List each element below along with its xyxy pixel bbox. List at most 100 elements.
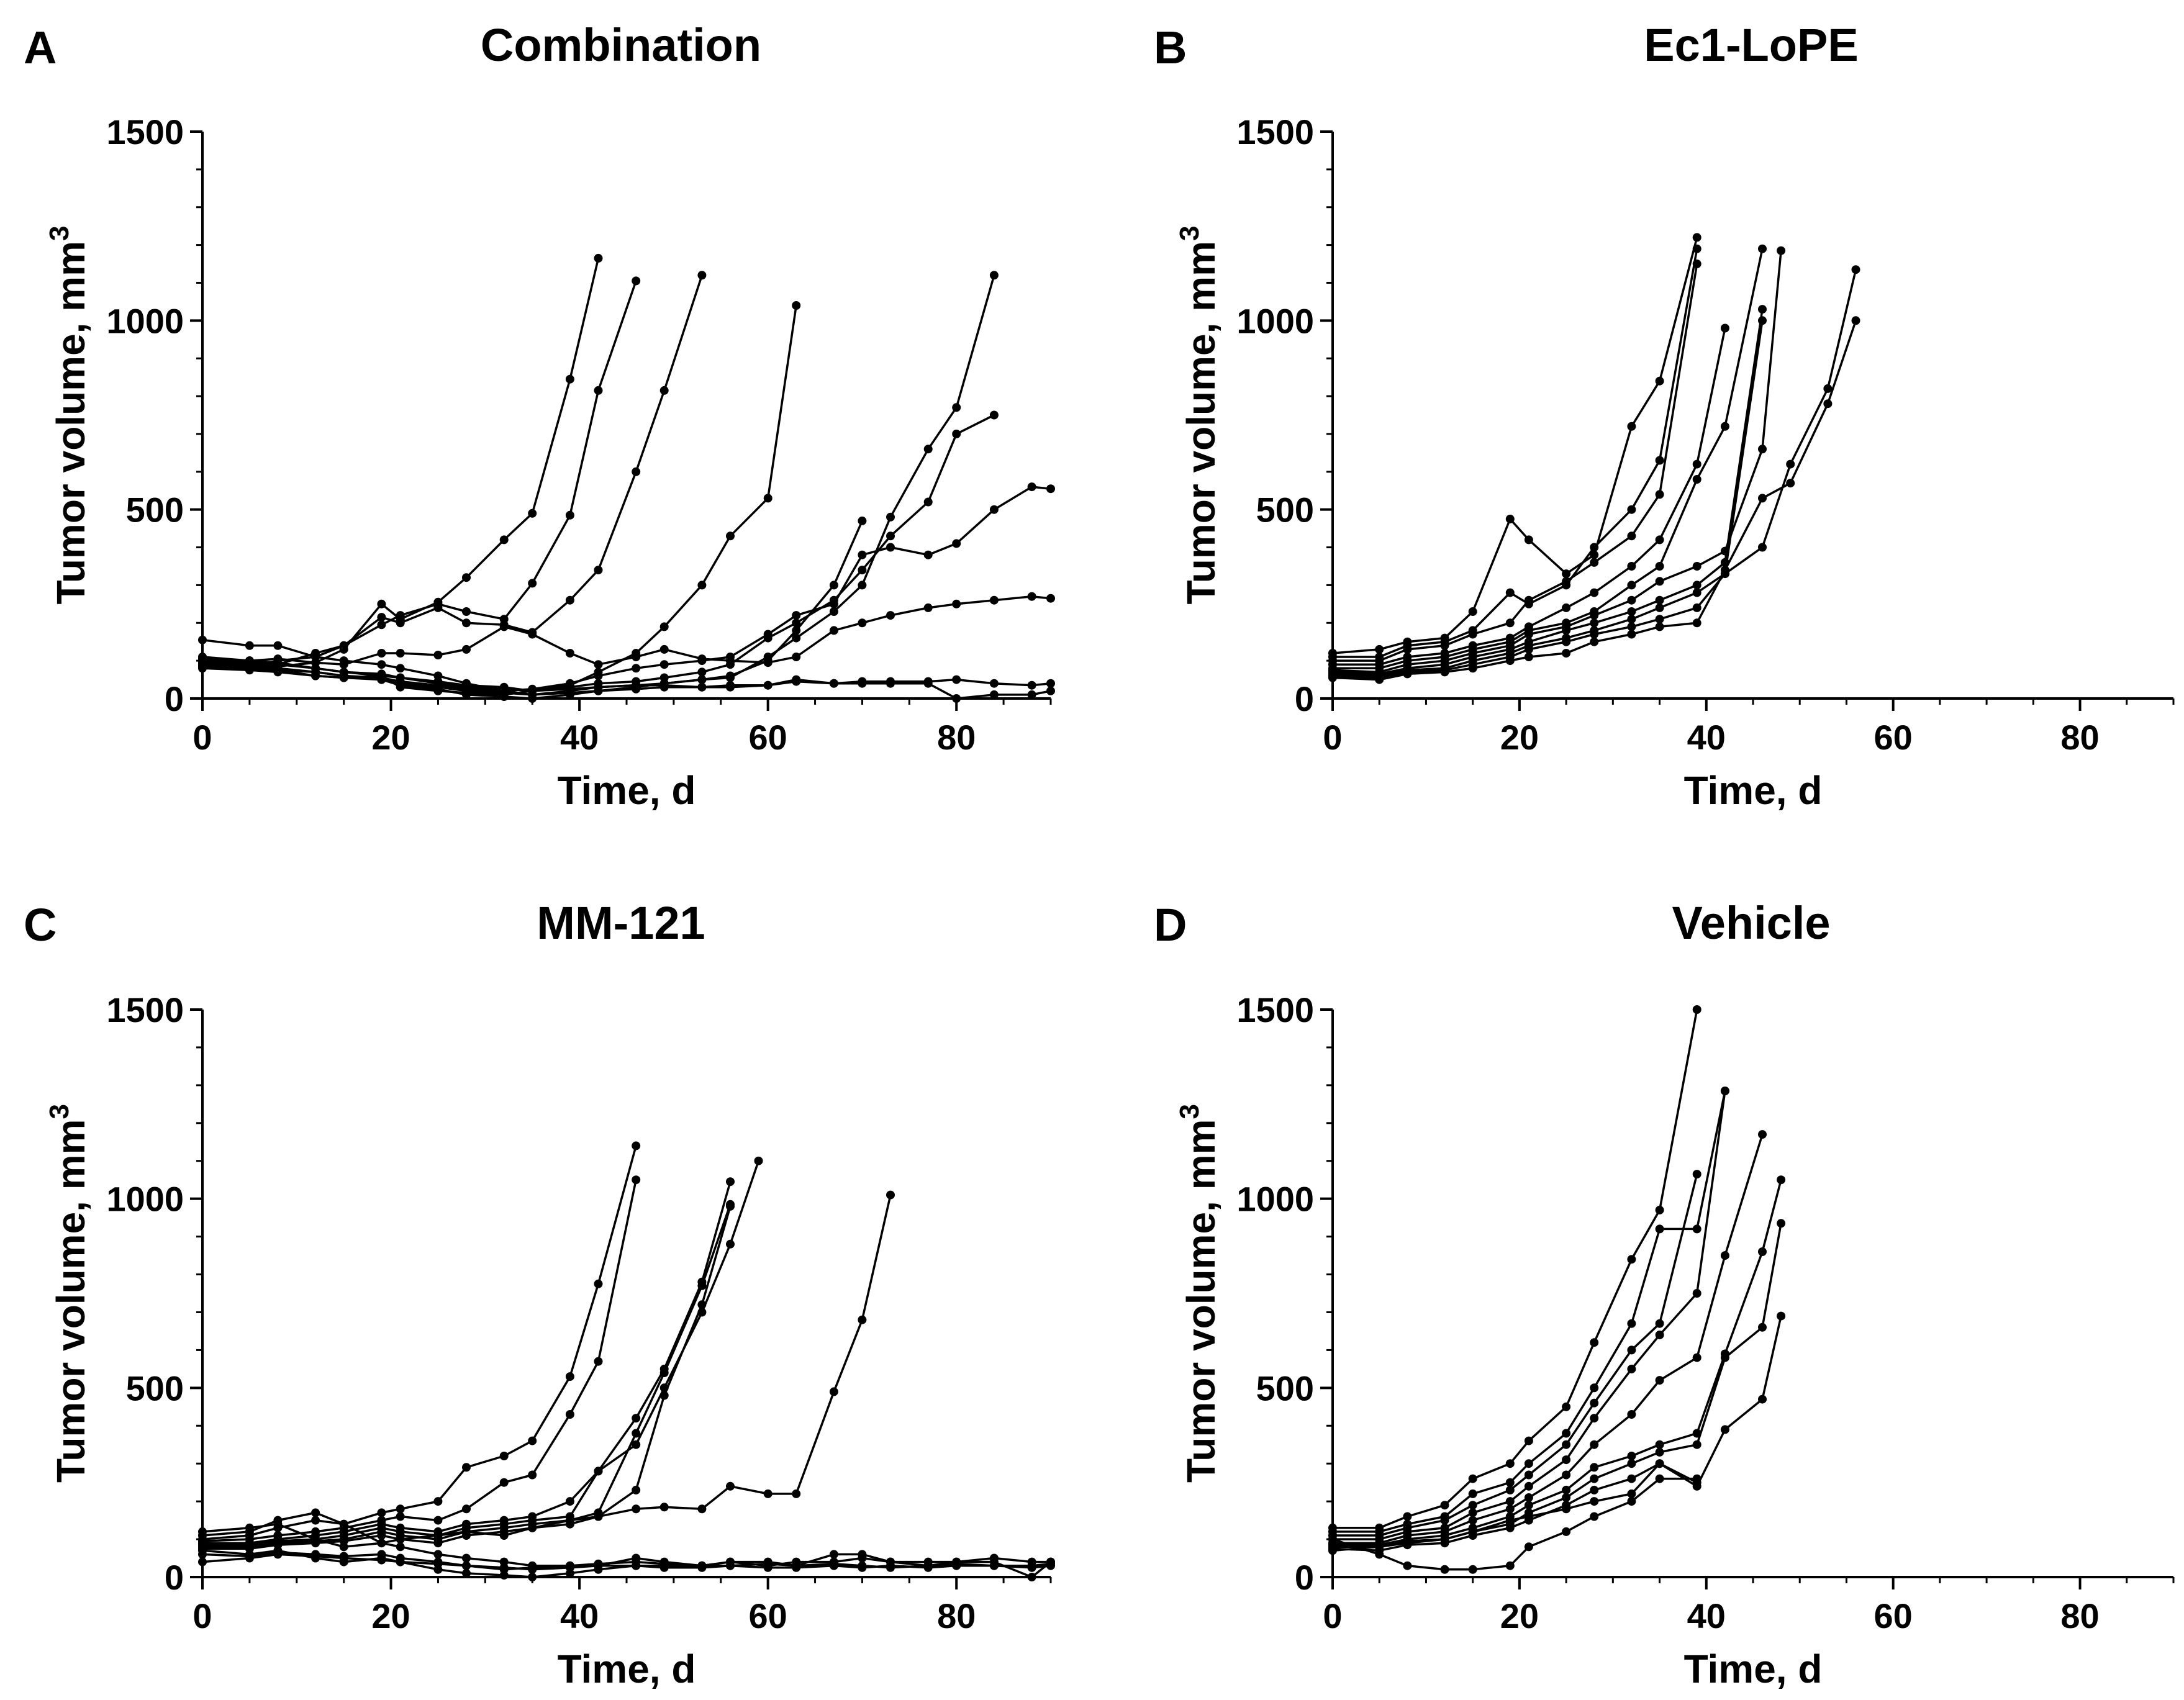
data-point: [923, 1563, 933, 1572]
series-line: [202, 280, 637, 666]
data-point: [565, 1516, 574, 1525]
panel-letter: D: [1154, 899, 1187, 951]
series-line: [202, 258, 600, 668]
data-point: [754, 1156, 763, 1165]
data-point: [1692, 1289, 1701, 1298]
data-point: [594, 386, 603, 395]
data-point: [594, 686, 603, 695]
data-point: [792, 301, 801, 310]
series-line: [1333, 1009, 1698, 1529]
data-point: [528, 1470, 537, 1480]
data-point: [1468, 1516, 1477, 1525]
data-point: [1720, 1087, 1729, 1095]
panel-letter: B: [1154, 22, 1187, 73]
data-point: [858, 1553, 867, 1563]
y-tick-label: 500: [1256, 1368, 1314, 1408]
x-tick-label: 0: [193, 718, 212, 757]
series-line: [202, 274, 704, 668]
y-tick-label: 1000: [1236, 1180, 1314, 1219]
series-line: [1333, 248, 1764, 670]
data-point: [273, 1550, 283, 1559]
series-line: [202, 1160, 760, 1546]
data-point: [1046, 594, 1055, 603]
data-point: [1562, 1402, 1571, 1411]
data-point: [1505, 1478, 1515, 1487]
y-axis-label: Tumor volume, mm3: [44, 225, 93, 604]
data-point: [697, 667, 707, 677]
data-point: [1786, 479, 1795, 488]
y-tick-label: 0: [1295, 679, 1314, 718]
data-point: [952, 675, 961, 684]
data-point: [198, 1550, 207, 1559]
series-b2: [1328, 244, 1701, 661]
data-point: [792, 633, 801, 643]
data-point: [1627, 1459, 1636, 1468]
series-c1: [198, 1141, 641, 1544]
data-point: [462, 1463, 471, 1472]
data-point: [528, 1573, 537, 1581]
series-a3: [198, 271, 707, 671]
data-point: [433, 1497, 443, 1506]
data-point: [1655, 622, 1664, 631]
data-point: [311, 1508, 320, 1517]
series-line: [1333, 248, 1698, 658]
data-point: [632, 684, 641, 694]
data-point: [433, 1559, 443, 1568]
data-point: [1468, 630, 1477, 639]
data-point: [1046, 484, 1055, 494]
data-point: [245, 656, 254, 666]
data-point: [886, 531, 895, 541]
series-d10: [1328, 1459, 1701, 1555]
data-point: [1440, 641, 1449, 650]
data-point: [1655, 1459, 1664, 1468]
data-point: [1562, 1485, 1571, 1494]
data-point: [462, 618, 471, 628]
x-tick-label: 80: [2060, 1596, 2099, 1635]
data-point: [594, 1467, 603, 1476]
data-point: [886, 679, 895, 688]
data-point: [1692, 244, 1701, 253]
data-point: [886, 1190, 895, 1200]
data-point: [1692, 1353, 1701, 1362]
y-axis-label-text: Tumor volume, mm: [1179, 241, 1223, 605]
data-point: [792, 618, 801, 628]
chart-title: Ec1-LoPE: [1644, 19, 1858, 71]
data-point: [1468, 664, 1477, 673]
data-point: [763, 1489, 773, 1498]
data-point: [528, 1565, 537, 1574]
data-point: [1758, 543, 1767, 552]
data-point: [1655, 456, 1664, 465]
data-point: [792, 1563, 801, 1572]
data-point: [1524, 653, 1533, 661]
data-point: [1692, 588, 1701, 597]
data-point: [659, 1391, 669, 1400]
data-point: [311, 658, 320, 667]
data-point: [499, 535, 509, 545]
data-point: [1505, 1497, 1515, 1506]
data-point: [632, 1485, 641, 1494]
x-axis-label: Time, d: [558, 1647, 696, 1691]
data-point: [1655, 1205, 1664, 1214]
data-point: [462, 1527, 471, 1536]
data-point: [377, 613, 386, 622]
data-point: [989, 679, 999, 688]
y-tick-label: 500: [126, 1368, 184, 1408]
x-tick-label: 0: [1323, 718, 1342, 757]
panel-letter: A: [24, 22, 57, 73]
data-point: [1590, 1497, 1599, 1506]
data-point: [396, 1535, 405, 1544]
data-point: [632, 1429, 641, 1438]
data-point: [1468, 1565, 1477, 1574]
data-point: [311, 1535, 320, 1544]
data-point: [632, 1141, 641, 1151]
data-point: [1692, 1440, 1701, 1449]
y-axis-label: Tumor volume, mm3: [1174, 1104, 1223, 1483]
data-point: [377, 1539, 386, 1548]
data-point: [886, 543, 895, 552]
data-point: [1692, 260, 1701, 268]
data-point: [989, 690, 999, 699]
series-a11: [198, 592, 1055, 669]
data-point: [1823, 399, 1833, 409]
data-point: [1627, 1410, 1636, 1419]
data-point: [1851, 316, 1860, 325]
